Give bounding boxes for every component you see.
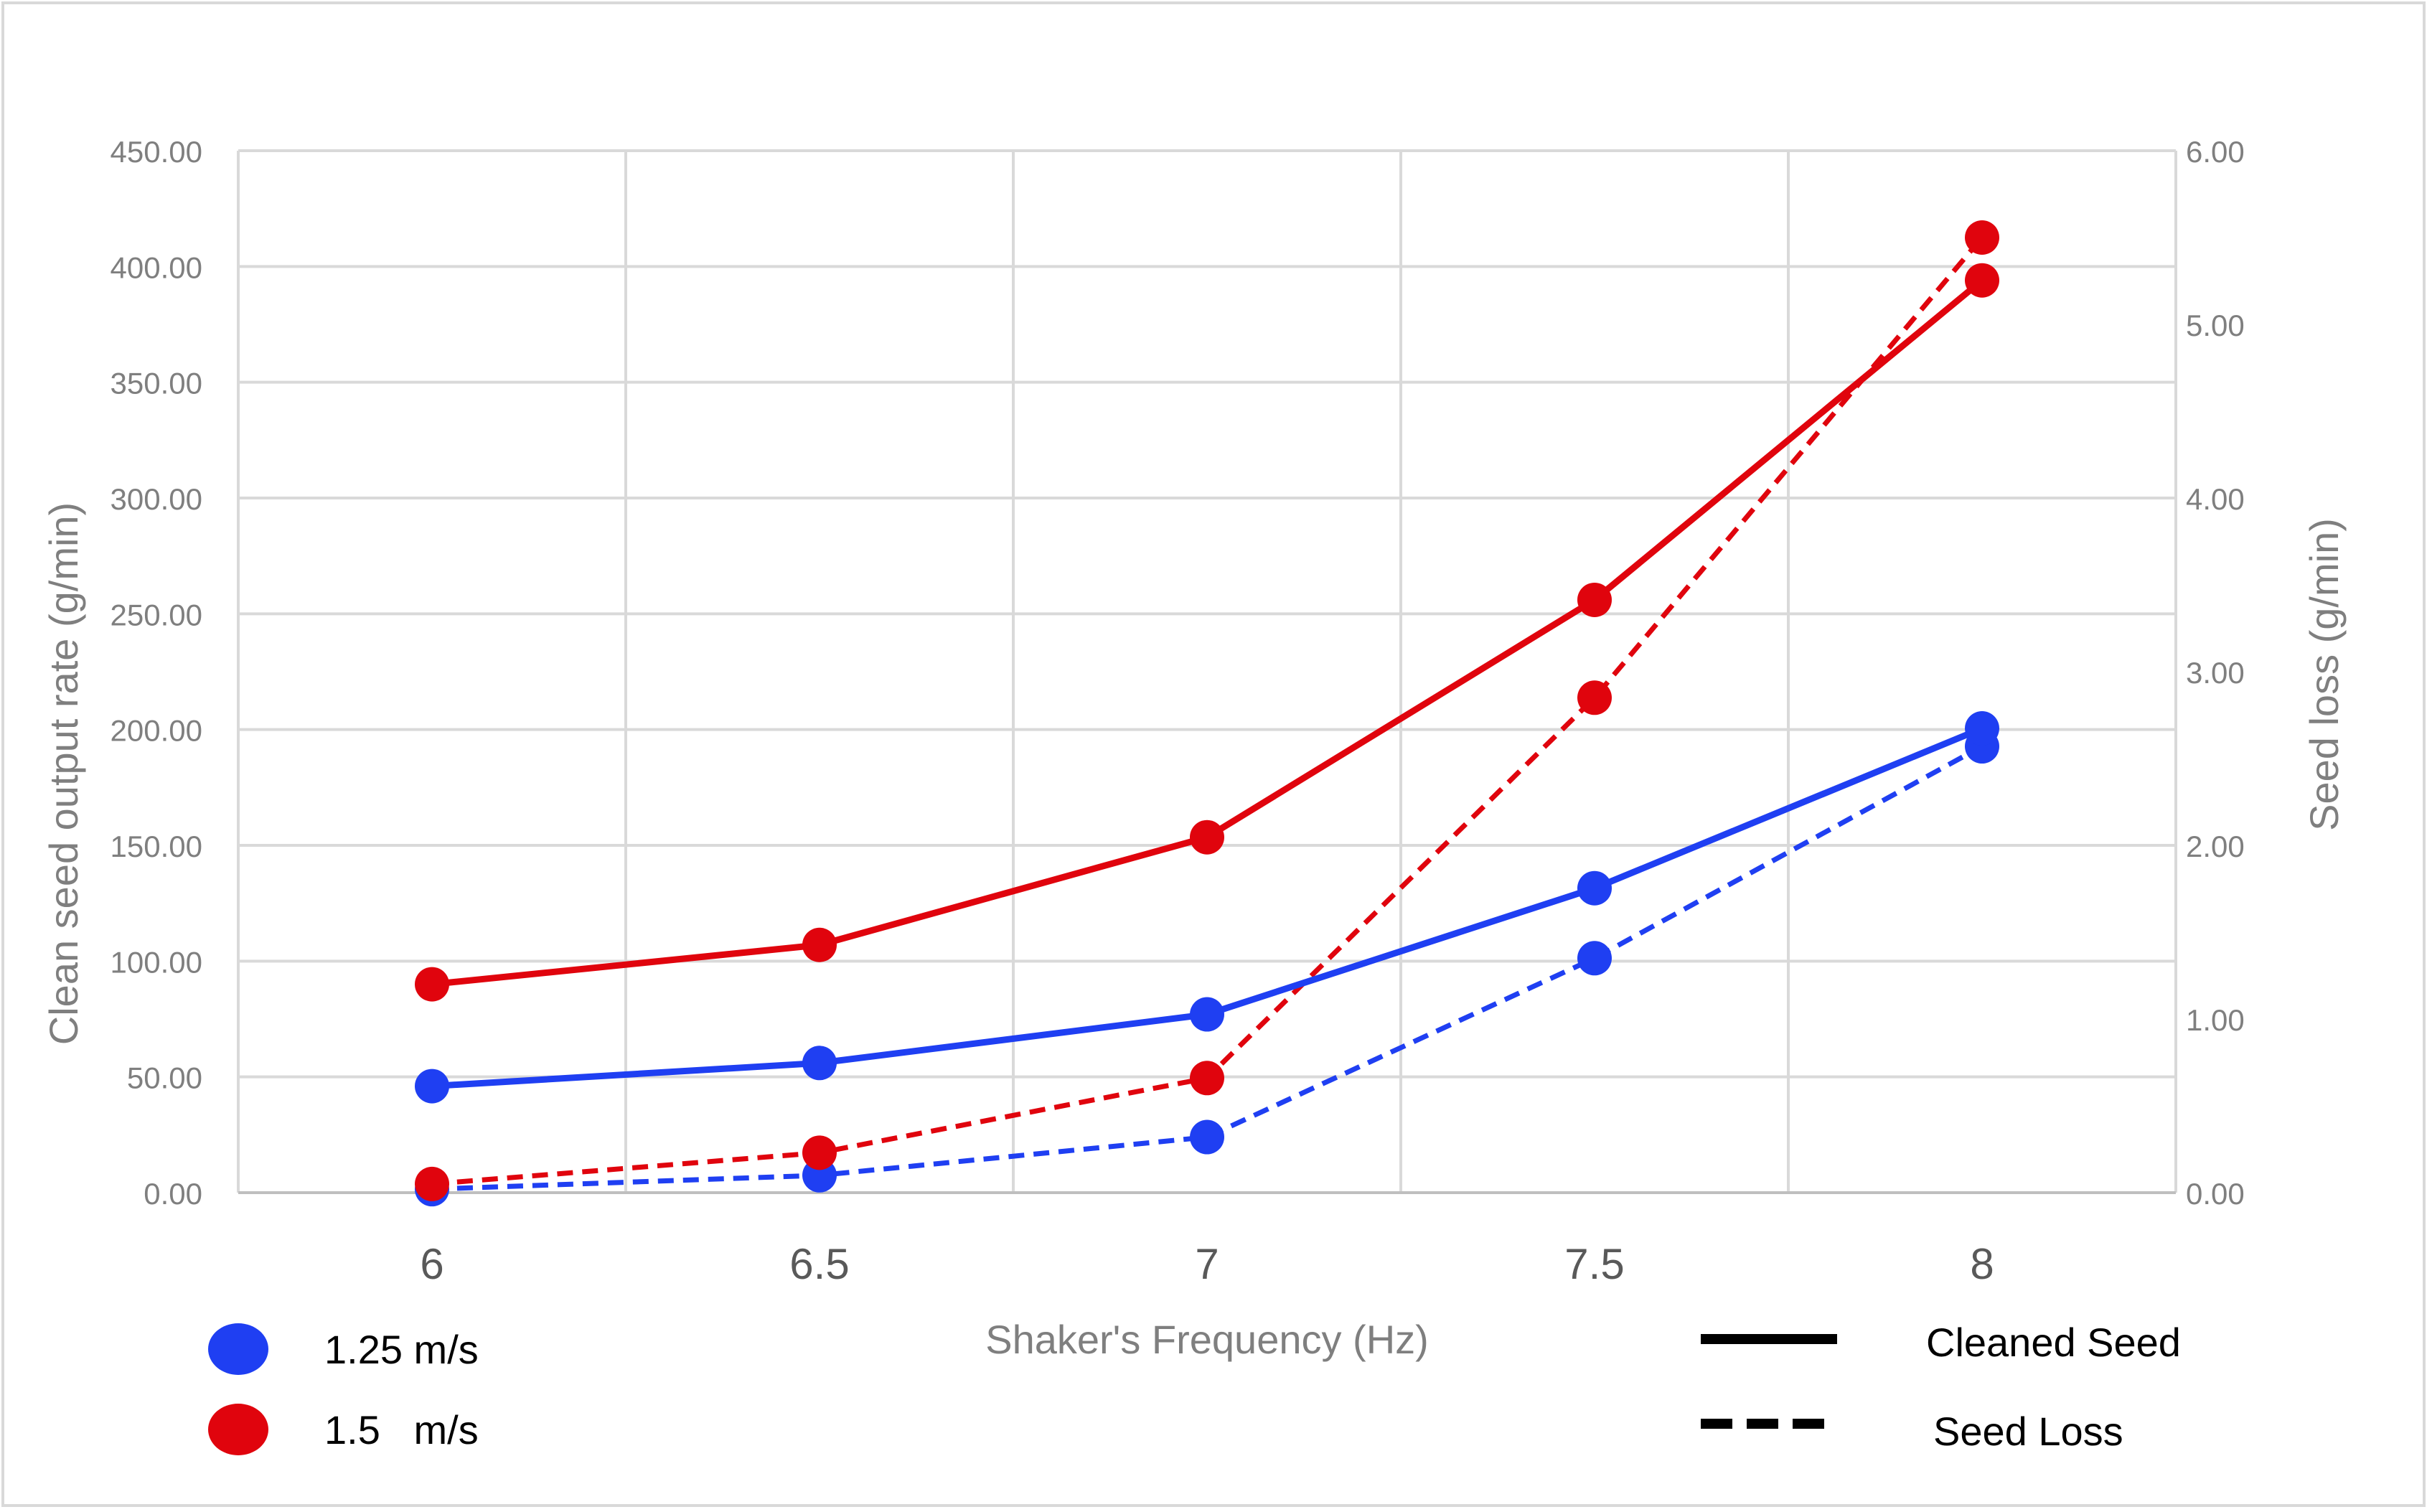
y-axis-title: Clean seed output rate (g/min): [41, 502, 86, 1045]
legend-marker: [208, 1404, 268, 1455]
data-point: [1965, 220, 1999, 255]
data-point: [415, 1166, 449, 1201]
series: [415, 220, 1999, 1207]
y2-tick-label: 2.00: [2186, 830, 2245, 863]
y-tick-label: 100.00: [111, 945, 202, 979]
legend: 1.25 m/s 1.5 m/s Cleaned Seed Seed Loss: [208, 1320, 2181, 1455]
y-tick-label: 150.00: [111, 830, 202, 863]
gridlines: [237, 149, 2177, 1193]
y2-tick-label: 1.00: [2186, 1003, 2245, 1037]
y-tick-label: 400.00: [111, 250, 202, 284]
legend-label: 1.5 m/s: [324, 1407, 479, 1452]
data-point: [415, 967, 449, 1002]
x-tick-label: 6: [420, 1240, 443, 1288]
series-line: [431, 743, 1984, 1192]
data-point: [1965, 263, 1999, 298]
y2-tick-label: 0.00: [2186, 1177, 2245, 1211]
legend-label: Cleaned Seed: [1926, 1320, 2181, 1365]
y-tick-label: 200.00: [111, 714, 202, 748]
data-point: [1190, 1061, 1224, 1096]
data-point: [1577, 582, 1612, 617]
legend-label: 1.25 m/s: [324, 1327, 479, 1372]
axes: 0.00 50.00 100.00 150.00 200.00 250.00 300.00 3…: [111, 135, 2245, 1288]
y2-axis-title: Seed loss (g/min): [2301, 518, 2347, 831]
x-tick-label: 8: [1970, 1240, 1994, 1288]
data-point: [1190, 1119, 1224, 1155]
y-tick-label: 300.00: [111, 482, 202, 516]
data-point: [802, 1135, 837, 1170]
y-tick-label: 0.00: [144, 1177, 202, 1211]
data-point: [802, 927, 837, 962]
data-point: [1190, 997, 1224, 1032]
data-point: [1577, 941, 1612, 976]
y2-tick-label: 5.00: [2186, 309, 2245, 342]
y2-tick-label: 3.00: [2186, 656, 2245, 690]
data-point: [1190, 820, 1224, 855]
x-tick-label: 7.5: [1564, 1240, 1624, 1288]
data-point: [1577, 680, 1612, 715]
x-tick-label: 6.5: [789, 1240, 849, 1288]
y-tick-label: 50.00: [127, 1061, 202, 1095]
data-point: [1965, 711, 1999, 746]
y2-tick-label: 4.00: [2186, 482, 2245, 516]
y-tick-label: 350.00: [111, 367, 202, 400]
data-point: [1577, 870, 1612, 906]
axis-labels: Shaker's Frequency (Hz) Clean seed outpu…: [41, 502, 2347, 1362]
x-tick-label: 7: [1195, 1240, 1219, 1288]
y-tick-label: 250.00: [111, 598, 202, 631]
y-tick-label: 450.00: [111, 135, 202, 169]
x-axis-title: Shaker's Frequency (Hz): [985, 1317, 1429, 1362]
legend-marker: [208, 1323, 268, 1375]
data-point: [802, 1046, 837, 1081]
y2-tick-label: 6.00: [2186, 135, 2245, 169]
legend-label: Seed Loss: [1933, 1409, 2123, 1454]
data-point: [415, 1069, 449, 1104]
